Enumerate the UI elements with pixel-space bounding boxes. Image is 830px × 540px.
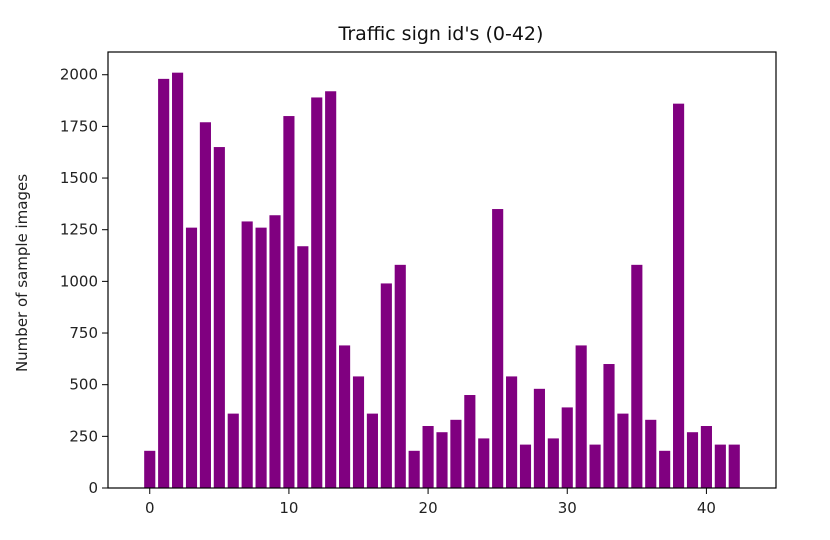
plot-frame — [107, 51, 777, 489]
bar-7 — [241, 221, 253, 488]
bar-26 — [506, 376, 518, 488]
bar-14 — [339, 345, 351, 488]
bar-39 — [686, 432, 699, 488]
bar-23 — [464, 395, 476, 488]
bar-11 — [297, 246, 309, 488]
bar-17 — [380, 283, 392, 488]
y-tick-label: 750 — [69, 324, 98, 342]
bar-9 — [269, 215, 281, 488]
bar-38 — [673, 103, 685, 489]
x-tick-label: 0 — [145, 499, 155, 517]
bar-21 — [436, 432, 448, 488]
bar-27 — [519, 444, 532, 488]
bar-2 — [172, 72, 184, 488]
bar-13 — [325, 91, 337, 488]
y-tick-label: 2000 — [60, 66, 98, 84]
y-tick-label: 0 — [88, 479, 98, 497]
bar-22 — [450, 419, 462, 488]
y-tick-label: 500 — [69, 376, 98, 394]
bar-40 — [700, 426, 712, 488]
bar-0 — [144, 450, 156, 488]
x-tick-label: 30 — [558, 499, 577, 517]
bar-24 — [478, 438, 490, 488]
y-tick-label: 1250 — [60, 221, 98, 239]
bar-3 — [185, 227, 198, 488]
bar-25 — [492, 209, 504, 488]
bar-36 — [645, 419, 657, 488]
bar-41 — [714, 444, 726, 488]
x-tick-label: 20 — [419, 499, 438, 517]
bar-34 — [617, 413, 629, 488]
bar-20 — [422, 426, 434, 488]
x-tick-label: 40 — [697, 499, 716, 517]
bar-8 — [255, 227, 267, 488]
bars-group — [144, 72, 740, 489]
bar-1 — [158, 78, 170, 489]
bar-29 — [547, 438, 559, 488]
y-axis: 0 250 500 750 1000 1250 1500 1750 2000 — [60, 66, 108, 497]
bar-10 — [283, 116, 295, 488]
y-tick-label: 1750 — [60, 117, 98, 135]
bar-35 — [631, 264, 643, 488]
bar-37 — [659, 450, 671, 488]
bar-12 — [311, 97, 323, 488]
y-axis-label: Number of sample images — [13, 174, 31, 372]
bar-42 — [728, 444, 740, 488]
chart-title: Traffic sign id's (0-42) — [338, 23, 544, 45]
bar-19 — [408, 450, 420, 488]
bar-18 — [394, 264, 406, 488]
y-tick-label: 1000 — [60, 272, 98, 290]
bar-16 — [366, 413, 378, 488]
bar-31 — [575, 345, 587, 488]
y-tick-label: 250 — [69, 427, 98, 445]
bar-15 — [352, 376, 365, 488]
x-tick-label: 10 — [279, 499, 298, 517]
bar-5 — [213, 147, 225, 489]
y-tick-label: 1500 — [60, 169, 98, 187]
x-axis: 0 10 20 30 40 — [145, 488, 716, 517]
bar-30 — [561, 407, 573, 488]
bar-32 — [589, 444, 601, 488]
bar-28 — [533, 388, 545, 488]
bar-6 — [227, 413, 239, 488]
bar-33 — [603, 364, 615, 488]
bar-4 — [199, 122, 211, 488]
